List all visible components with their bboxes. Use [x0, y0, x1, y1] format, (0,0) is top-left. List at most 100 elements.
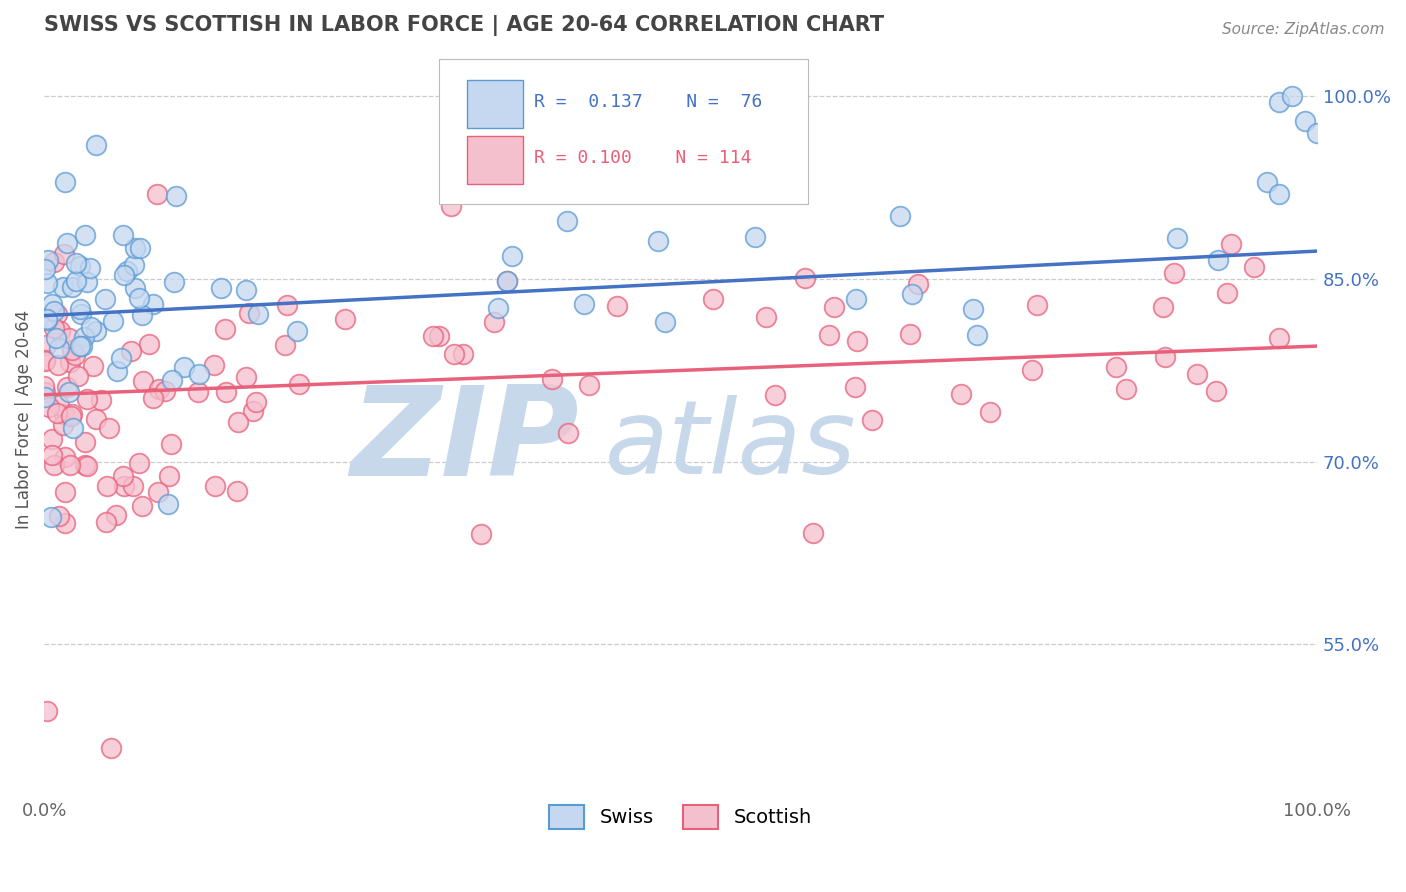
Point: [335, 311, 357, 326]
Point: [111, 469, 134, 483]
Point: [1256, 175, 1278, 189]
Point: [165, 189, 187, 203]
Point: [122, 479, 145, 493]
Point: [898, 327, 921, 342]
Point: [557, 425, 579, 440]
Point: [235, 283, 257, 297]
Point: [1115, 382, 1137, 396]
Point: [75, 458, 97, 472]
Point: [112, 268, 135, 282]
Point: [48, 341, 70, 355]
Point: [48, 508, 70, 523]
Point: [94, 515, 117, 529]
Point: [55, 235, 77, 250]
Point: [163, 275, 186, 289]
Point: [187, 385, 209, 400]
Point: [443, 347, 465, 361]
Point: [138, 336, 160, 351]
Point: [486, 301, 509, 316]
Point: [1243, 260, 1265, 275]
Point: [55, 450, 77, 464]
Point: [132, 374, 155, 388]
Point: [1268, 95, 1291, 110]
Point: [94, 293, 117, 307]
Point: [37, 705, 59, 719]
Point: [41, 296, 63, 310]
Point: [1219, 237, 1241, 252]
Point: [53, 408, 76, 422]
Point: [34, 384, 56, 399]
Point: [276, 298, 298, 312]
Point: [38, 400, 60, 414]
Point: [59, 355, 82, 369]
Point: [422, 328, 444, 343]
Point: [35, 311, 58, 326]
Point: [69, 259, 91, 273]
Text: ZIP: ZIP: [350, 381, 579, 502]
Point: [949, 386, 972, 401]
Point: [246, 307, 269, 321]
Point: [907, 277, 929, 292]
Point: [46, 358, 69, 372]
Point: [557, 214, 579, 228]
Point: [755, 310, 778, 325]
Point: [287, 376, 309, 391]
Point: [131, 500, 153, 514]
Point: [101, 314, 124, 328]
FancyBboxPatch shape: [467, 80, 523, 128]
Point: [901, 287, 924, 301]
Point: [34, 262, 56, 277]
Point: [41, 448, 63, 462]
Point: [76, 392, 98, 406]
Point: [1268, 331, 1291, 345]
FancyBboxPatch shape: [467, 136, 523, 184]
Point: [578, 377, 600, 392]
Point: [70, 307, 93, 321]
Point: [52, 280, 75, 294]
Point: [96, 479, 118, 493]
Point: [112, 479, 135, 493]
Point: [37, 276, 59, 290]
Point: [69, 301, 91, 316]
Point: [59, 458, 82, 473]
Point: [844, 380, 866, 394]
Point: [235, 370, 257, 384]
Point: [128, 457, 150, 471]
Point: [744, 229, 766, 244]
Point: [146, 186, 169, 201]
Point: [84, 325, 107, 339]
Text: Source: ZipAtlas.com: Source: ZipAtlas.com: [1222, 22, 1385, 37]
Point: [1105, 359, 1128, 374]
Point: [56, 379, 79, 393]
Point: [128, 291, 150, 305]
Point: [52, 247, 75, 261]
Point: [215, 384, 238, 399]
Text: R =  0.137    N =  76: R = 0.137 N = 76: [534, 93, 762, 111]
Point: [59, 409, 82, 423]
Point: [129, 241, 152, 255]
Point: [962, 302, 984, 317]
Point: [1206, 253, 1229, 268]
Point: [979, 405, 1001, 419]
Point: [572, 297, 595, 311]
Point: [58, 330, 80, 344]
Point: [188, 367, 211, 381]
Point: [606, 299, 628, 313]
Point: [1294, 113, 1316, 128]
Point: [90, 393, 112, 408]
Point: [80, 319, 103, 334]
Point: [647, 235, 669, 249]
Point: [131, 308, 153, 322]
Point: [1152, 300, 1174, 314]
Point: [157, 497, 180, 511]
Point: [58, 385, 80, 400]
Point: [111, 228, 134, 243]
Point: [1026, 298, 1049, 312]
Point: [124, 281, 146, 295]
Point: [62, 421, 84, 435]
Point: [124, 241, 146, 255]
Point: [37, 252, 59, 267]
Point: [105, 508, 128, 522]
Point: [115, 264, 138, 278]
Point: [34, 352, 56, 367]
